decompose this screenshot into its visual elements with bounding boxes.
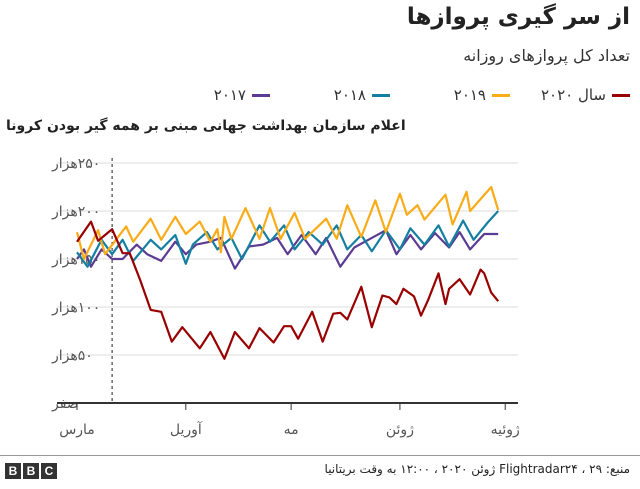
legend-swatch: [492, 93, 510, 97]
footer-divider: [0, 455, 640, 456]
x-tick-label: مارس: [59, 422, 95, 438]
y-tick-label: ۲۰۰هزار: [51, 204, 100, 220]
y-tick-label: ۲۵۰هزار: [51, 156, 100, 172]
x-tick-label: مه: [284, 422, 299, 438]
x-tick-label: آوریل: [170, 421, 203, 438]
legend-swatch: [612, 93, 630, 97]
legend-label: ۲۰۱۷: [213, 86, 246, 104]
chart-title: از سر گیری پروازها: [406, 4, 630, 30]
source-note: منبع: Flightradar۲۴ ، ۲۹ ژوئن ۲۰۲۰ ، ۱۲:…: [324, 462, 630, 476]
series-line-1: [75, 185, 500, 261]
x-tick-label: ژوئن: [386, 422, 414, 438]
legend-swatch: [372, 93, 390, 97]
line-chart: صفر۵۰هزار۱۰۰هزار۱۵۰هزار۲۰۰هزار۲۵۰هزارمار…: [51, 156, 520, 438]
legend-item: ۲۰۱۸: [270, 86, 390, 104]
series-line-2: [76, 210, 500, 268]
x-tick-label: ژوئیه: [491, 422, 520, 438]
legend-swatch: [252, 93, 270, 97]
annotation-label: اعلام سازمان بهداشت جهانی مبنی بر همه گی…: [6, 118, 406, 134]
series-line-0: [76, 220, 500, 360]
legend-label: ۲۰۱۹: [453, 86, 486, 104]
y-tick-label: ۱۰۰هزار: [51, 300, 100, 316]
legend-item: ۲۰۱۹: [390, 86, 510, 104]
legend: سال ۲۰۲۰ ۲۰۱۹ ۲۰۱۸ ۲۰۱۷: [150, 86, 630, 104]
legend-label: ۲۰۱۸: [333, 86, 366, 104]
y-tick-label: ۵۰هزار: [51, 348, 93, 364]
legend-item: ۲۰۱۷: [150, 86, 270, 104]
legend-label: سال ۲۰۲۰: [540, 86, 606, 104]
chart-subtitle: تعداد کل پروازهای روزانه: [463, 46, 630, 65]
legend-item: سال ۲۰۲۰: [510, 86, 630, 104]
